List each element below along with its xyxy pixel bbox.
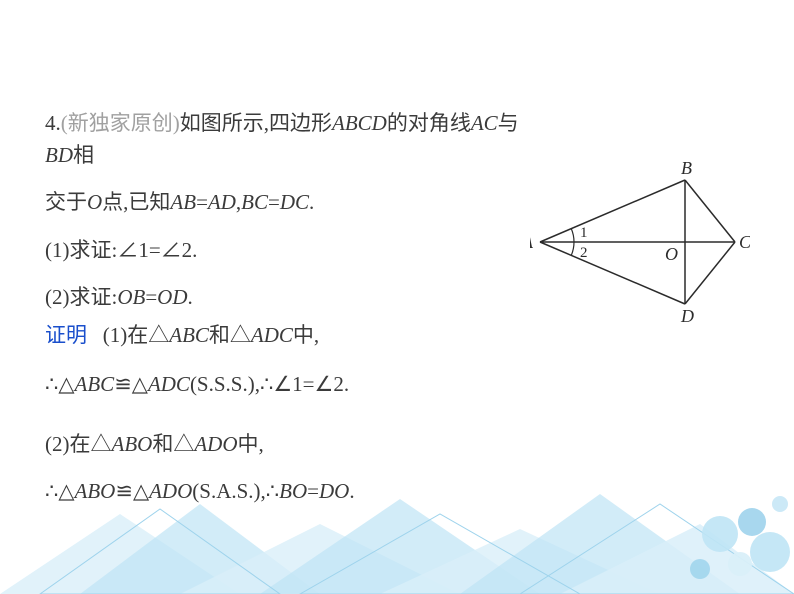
t: 和△ [152, 432, 194, 456]
question-2: (2)求证:OB=OD. [45, 282, 545, 314]
dc: DC [280, 190, 309, 214]
t: 中, [238, 432, 264, 456]
problem-line-1: 4.(新独家原创)如图所示,四边形ABCD的对角线AC与 BD相 [45, 108, 545, 171]
svg-text:C: C [739, 232, 750, 252]
svg-text:B: B [681, 162, 692, 178]
od: OD [157, 285, 187, 309]
ac: AC [471, 111, 498, 135]
t: 点,已知 [102, 190, 170, 214]
t: (2)在△ [45, 432, 112, 456]
t: 中, [293, 323, 319, 347]
t: 与 [498, 111, 519, 135]
ado: ADO [194, 432, 237, 456]
problem-line-2: 交于O点,已知AB=AD,BC=DC. [45, 187, 545, 219]
svg-text:A: A [530, 232, 534, 252]
bd: BD [45, 143, 73, 167]
period: . [349, 479, 354, 503]
svg-text:O: O [665, 244, 678, 264]
quadrilateral-diagram: A B C D O 1 2 [530, 162, 750, 332]
proof-label: 证明 [45, 323, 87, 347]
abc: ABC [169, 323, 209, 347]
eq: = [268, 190, 280, 214]
eq: = [145, 285, 157, 309]
do: DO [319, 479, 349, 503]
problem-content: 4.(新独家原创)如图所示,四边形ABCD的对角线AC与BD相 交于O点,已知A… [45, 108, 545, 524]
conclusion-2: ∴△ABO≌△ADO(S.A.S.),∴BO=DO. [45, 476, 545, 508]
t: ≌△ [115, 479, 149, 503]
ado: ADO [149, 479, 192, 503]
problem-number: 4. [45, 111, 61, 135]
adc: ADC [148, 372, 190, 396]
eq: = [196, 190, 208, 214]
ad: AD [208, 190, 236, 214]
t: 如图所示,四边形 [180, 111, 332, 135]
t: 和△ [209, 323, 251, 347]
t: (S.S.S.),∴∠1=∠2. [190, 372, 349, 396]
t: (1)在△ [103, 323, 170, 347]
proof-line-1: 证明 (1)在△ABC和△ADC中, [45, 320, 545, 352]
abc: ABC [75, 372, 115, 396]
t: 的对角线 [387, 111, 471, 135]
period: . [309, 190, 314, 214]
t: (S.A.S.),∴ [192, 479, 279, 503]
eq: = [307, 479, 319, 503]
o: O [87, 190, 102, 214]
svg-text:D: D [680, 306, 694, 326]
question-1: (1)求证:∠1=∠2. [45, 235, 545, 267]
abo: ABO [75, 479, 116, 503]
bc: BC [241, 190, 268, 214]
bo: BO [279, 479, 307, 503]
svg-text:1: 1 [580, 225, 588, 241]
t: 相 [73, 143, 94, 167]
t: (2)求证: [45, 285, 117, 309]
ab: AB [170, 190, 196, 214]
ob: OB [117, 285, 145, 309]
svg-text:2: 2 [580, 245, 588, 261]
abo: ABO [112, 432, 153, 456]
problem-tag: (新独家原创) [61, 111, 180, 135]
abcd: ABCD [332, 111, 387, 135]
t: ∴△ [45, 479, 75, 503]
conclusion-1: ∴△ABC≌△ADC(S.S.S.),∴∠1=∠2. [45, 369, 545, 401]
t: ∴△ [45, 372, 75, 396]
proof-line-2: (2)在△ABO和△ADO中, [45, 429, 545, 461]
period: . [188, 285, 193, 309]
t: ≌△ [114, 372, 148, 396]
t: 交于 [45, 190, 87, 214]
adc: ADC [251, 323, 293, 347]
